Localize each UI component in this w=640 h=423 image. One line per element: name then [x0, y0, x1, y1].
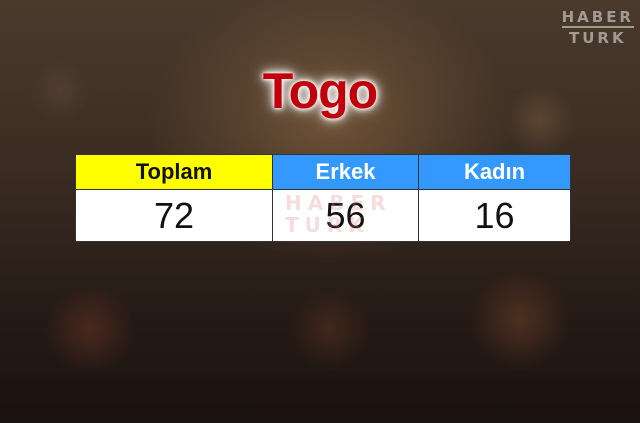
value-erkek: 56: [272, 189, 419, 242]
header-kadin: Kadın: [418, 154, 571, 190]
logo-line2: TURK: [569, 29, 627, 47]
logo-line1: HABER: [561, 8, 634, 26]
header-row: Toplam Erkek Kadın: [75, 154, 571, 190]
value-toplam: 72: [75, 189, 273, 242]
haberturk-logo: HABER TURK: [561, 8, 634, 47]
population-table: Toplam Erkek Kadın 72 56 16: [75, 154, 571, 242]
header-toplam: Toplam: [75, 154, 273, 190]
header-erkek: Erkek: [272, 154, 419, 190]
value-row: 72 56 16: [75, 189, 571, 242]
value-kadin: 16: [418, 189, 571, 242]
country-title: Togo: [262, 63, 378, 119]
